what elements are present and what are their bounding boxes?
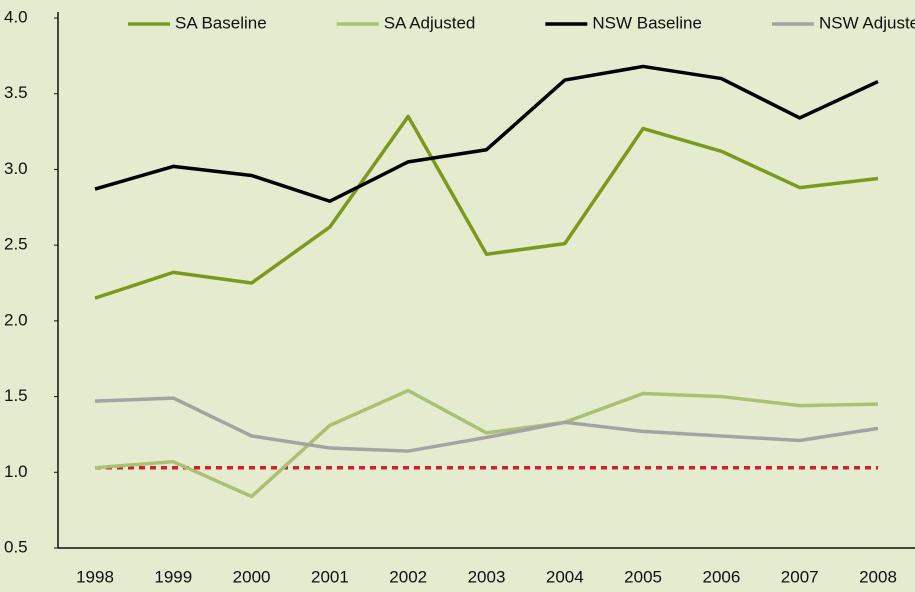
- legend-label: NSW Adjusted: [819, 13, 915, 32]
- x-tick-label: 2007: [781, 567, 819, 586]
- y-tick-label: 3.0: [4, 159, 28, 178]
- y-tick-label: 2.0: [4, 310, 28, 329]
- line-series: [94, 396, 879, 453]
- x-tick-label: 2003: [468, 567, 506, 586]
- legend-label: SA Baseline: [175, 13, 267, 32]
- y-tick-label: 4.0: [4, 7, 28, 26]
- x-tick-label: 1999: [154, 567, 192, 586]
- x-tick-label: 1998: [76, 567, 114, 586]
- y-tick-label: 2.5: [4, 235, 28, 254]
- line-series: [94, 64, 879, 203]
- x-tick-label: 2002: [389, 567, 427, 586]
- x-tick-label: 2004: [546, 567, 584, 586]
- y-tick-label: 0.5: [4, 537, 28, 556]
- legend-label: SA Adjusted: [384, 13, 476, 32]
- x-tick-label: 2000: [233, 567, 271, 586]
- x-tick-label: 2005: [624, 567, 662, 586]
- y-tick-label: 1.5: [4, 386, 28, 405]
- line-series: [94, 114, 879, 300]
- x-tick-label: 2008: [859, 567, 897, 586]
- x-tick-label: 2006: [702, 567, 740, 586]
- y-tick-label: 3.5: [4, 83, 28, 102]
- line-series: [94, 388, 879, 499]
- legend-label: NSW Baseline: [592, 13, 702, 32]
- x-tick-label: 2001: [311, 567, 349, 586]
- y-tick-label: 1.0: [4, 462, 28, 481]
